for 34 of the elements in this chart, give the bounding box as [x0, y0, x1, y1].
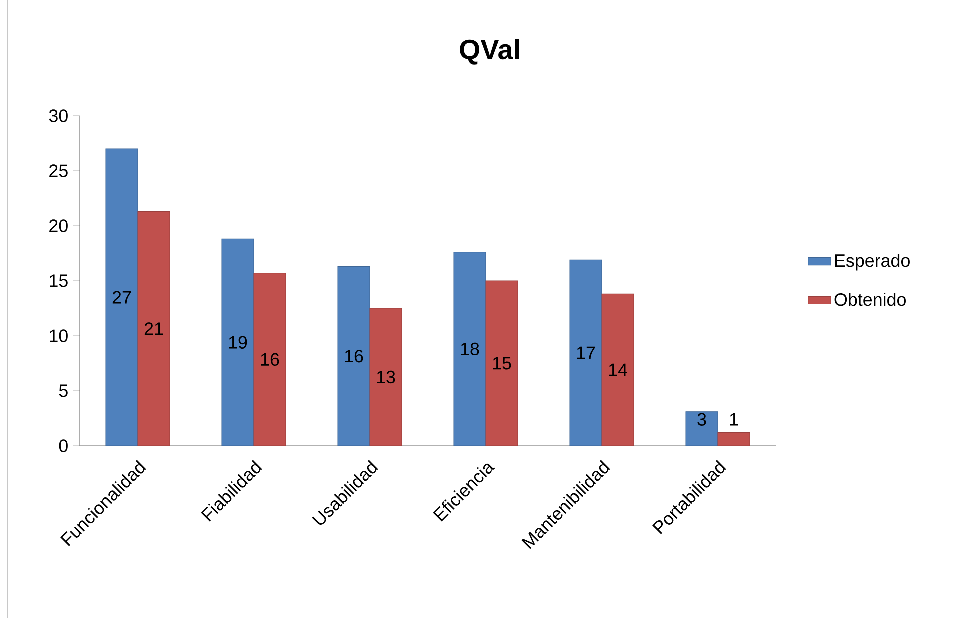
y-tick-label: 30 [49, 110, 68, 122]
y-tick-label: 15 [50, 274, 68, 288]
bar [570, 260, 602, 446]
data-label: 3 [698, 413, 706, 426]
bar [454, 252, 486, 446]
bar [370, 308, 402, 446]
data-label: 16 [261, 353, 280, 366]
bar [486, 280, 518, 446]
legend-label: Esperado [835, 254, 910, 271]
y-tick-label: 25 [50, 164, 68, 178]
bar [254, 273, 286, 446]
y-tick-label: 0 [59, 440, 68, 452]
y-tick-label: 20 [50, 220, 68, 232]
bar [138, 211, 170, 446]
legend-label: Obtenido [834, 292, 906, 306]
data-label: 18 [461, 342, 480, 356]
data-label: 13 [377, 370, 396, 384]
data-label: 19 [229, 336, 248, 349]
bar [718, 432, 750, 446]
y-tick-label: 10 [50, 330, 68, 342]
data-label: 27 [112, 291, 132, 304]
bar [602, 294, 634, 446]
data-label: 21 [144, 322, 164, 336]
data-label: 14 [609, 364, 628, 376]
data-label: 16 [345, 350, 364, 363]
bar [222, 238, 254, 446]
chart-title: QVal [460, 39, 520, 65]
data-label: 17 [577, 346, 596, 360]
bar [338, 266, 370, 446]
bar [106, 148, 138, 446]
bar [686, 412, 718, 446]
data-label: 1 [730, 413, 738, 426]
data-label: 15 [493, 357, 512, 370]
y-tick-label: 5 [59, 384, 68, 398]
